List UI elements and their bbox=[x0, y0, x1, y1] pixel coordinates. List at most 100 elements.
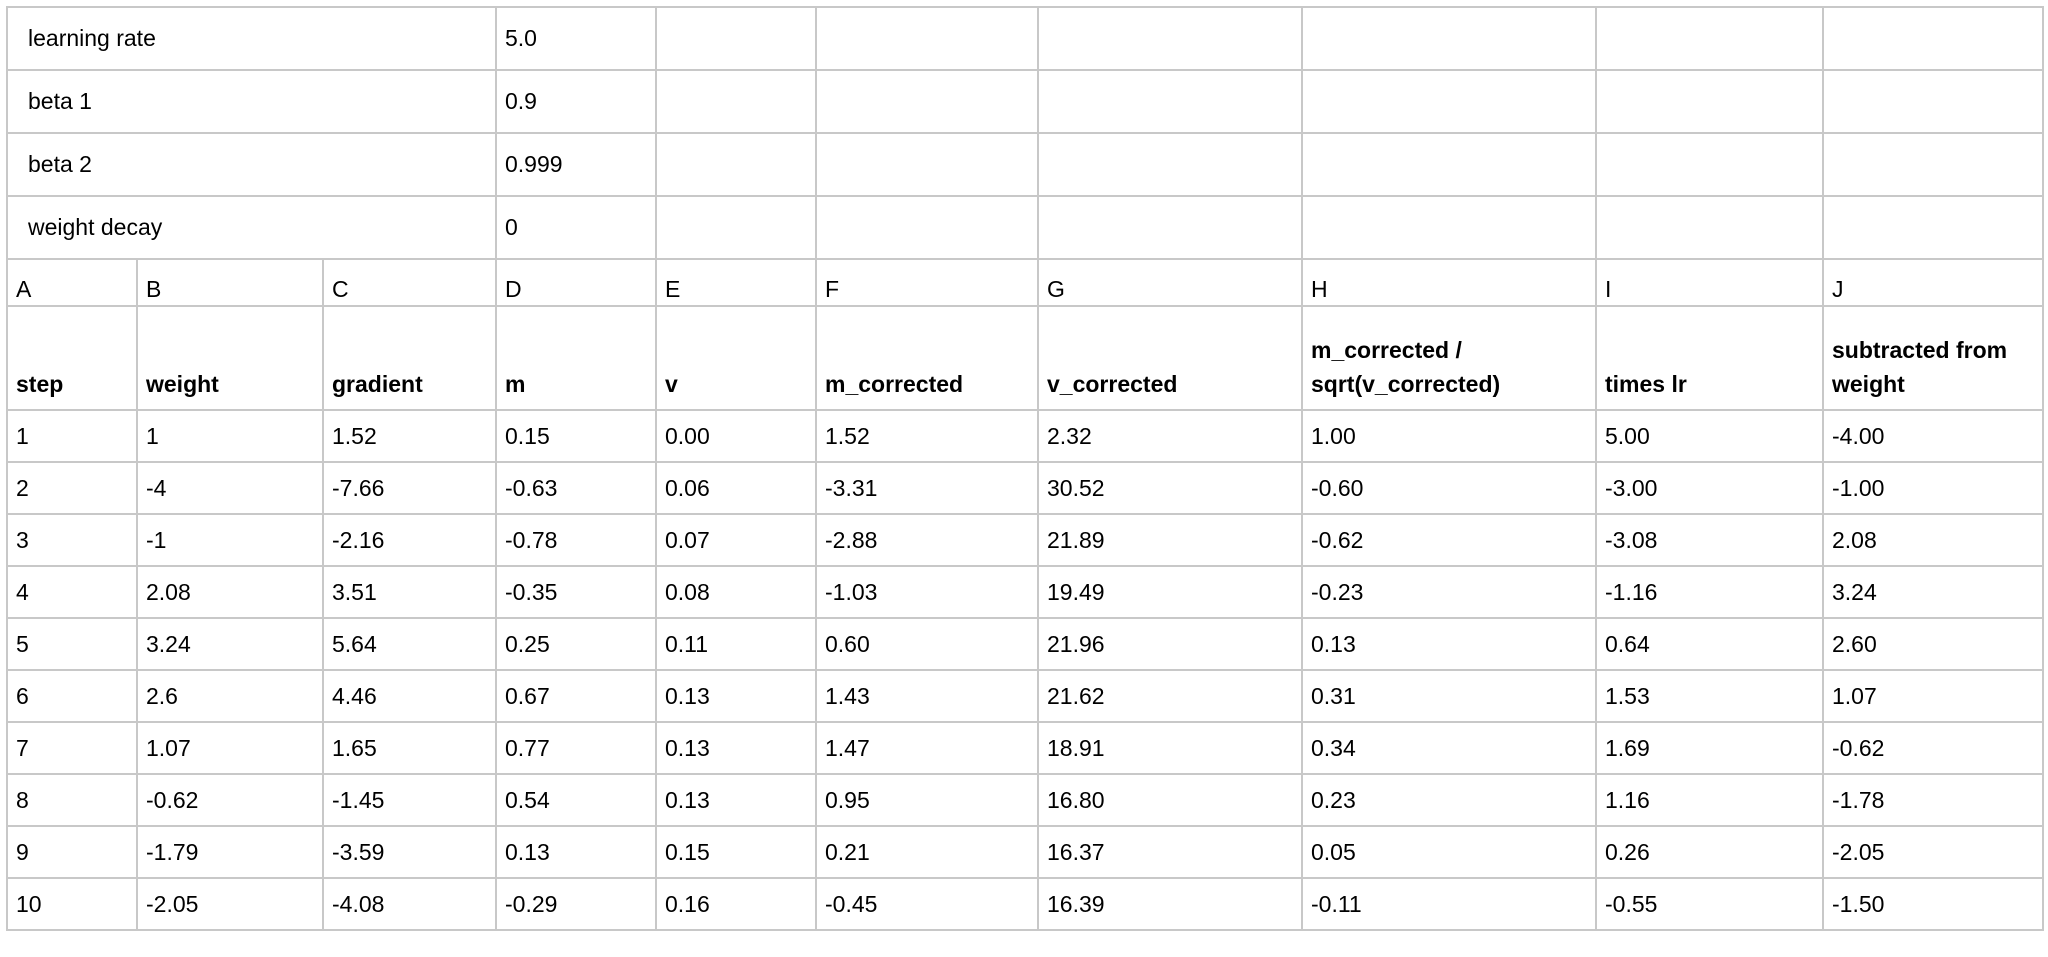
empty-cell[interactable] bbox=[1595, 132, 1824, 197]
param-label[interactable]: beta 2 bbox=[6, 132, 497, 197]
empty-cell[interactable] bbox=[1301, 6, 1597, 71]
param-value[interactable]: 0.999 bbox=[495, 132, 657, 197]
data-cell[interactable]: 0.67 bbox=[495, 669, 657, 723]
data-cell[interactable]: 16.39 bbox=[1037, 877, 1303, 931]
data-cell[interactable]: 0.13 bbox=[655, 721, 817, 775]
column-header[interactable]: v_corrected bbox=[1037, 305, 1303, 411]
column-letter[interactable]: I bbox=[1595, 258, 1824, 307]
empty-cell[interactable] bbox=[815, 195, 1039, 260]
data-cell[interactable]: -0.55 bbox=[1595, 877, 1824, 931]
data-cell[interactable]: 0.05 bbox=[1301, 825, 1597, 879]
data-cell[interactable]: -7.66 bbox=[322, 461, 497, 515]
data-cell[interactable]: 1.07 bbox=[136, 721, 324, 775]
data-cell[interactable]: -0.60 bbox=[1301, 461, 1597, 515]
data-cell[interactable]: 3.51 bbox=[322, 565, 497, 619]
empty-cell[interactable] bbox=[815, 132, 1039, 197]
data-cell[interactable]: -1.00 bbox=[1822, 461, 2044, 515]
data-cell[interactable]: -4.08 bbox=[322, 877, 497, 931]
data-cell[interactable]: -0.29 bbox=[495, 877, 657, 931]
data-cell[interactable]: 4.46 bbox=[322, 669, 497, 723]
data-cell[interactable]: 1.43 bbox=[815, 669, 1039, 723]
column-letter[interactable]: H bbox=[1301, 258, 1597, 307]
data-cell[interactable]: 1.47 bbox=[815, 721, 1039, 775]
data-cell[interactable]: -1 bbox=[136, 513, 324, 567]
empty-cell[interactable] bbox=[1037, 195, 1303, 260]
empty-cell[interactable] bbox=[655, 195, 817, 260]
data-cell[interactable]: -1.16 bbox=[1595, 565, 1824, 619]
data-cell[interactable]: -3.31 bbox=[815, 461, 1039, 515]
data-cell[interactable]: -0.23 bbox=[1301, 565, 1597, 619]
column-header[interactable]: m_corrected bbox=[815, 305, 1039, 411]
empty-cell[interactable] bbox=[1037, 132, 1303, 197]
data-cell[interactable]: 1.65 bbox=[322, 721, 497, 775]
data-cell[interactable]: 4 bbox=[6, 565, 138, 619]
data-cell[interactable]: 9 bbox=[6, 825, 138, 879]
column-header[interactable]: gradient bbox=[322, 305, 497, 411]
empty-cell[interactable] bbox=[655, 6, 817, 71]
data-cell[interactable]: 21.96 bbox=[1037, 617, 1303, 671]
param-value[interactable]: 5.0 bbox=[495, 6, 657, 71]
data-cell[interactable]: 0.13 bbox=[655, 773, 817, 827]
data-cell[interactable]: 1.07 bbox=[1822, 669, 2044, 723]
data-cell[interactable]: -1.03 bbox=[815, 565, 1039, 619]
data-cell[interactable]: 8 bbox=[6, 773, 138, 827]
empty-cell[interactable] bbox=[1595, 6, 1824, 71]
column-letter[interactable]: C bbox=[322, 258, 497, 307]
data-cell[interactable]: -0.63 bbox=[495, 461, 657, 515]
data-cell[interactable]: 2.08 bbox=[136, 565, 324, 619]
data-cell[interactable]: -2.05 bbox=[136, 877, 324, 931]
empty-cell[interactable] bbox=[1822, 6, 2044, 71]
data-cell[interactable]: 3.24 bbox=[1822, 565, 2044, 619]
data-cell[interactable]: 1.52 bbox=[815, 409, 1039, 463]
data-cell[interactable]: -0.62 bbox=[1822, 721, 2044, 775]
data-cell[interactable]: 0.06 bbox=[655, 461, 817, 515]
data-cell[interactable]: 1.16 bbox=[1595, 773, 1824, 827]
column-header[interactable]: m bbox=[495, 305, 657, 411]
empty-cell[interactable] bbox=[1037, 69, 1303, 134]
data-cell[interactable]: 2.08 bbox=[1822, 513, 2044, 567]
empty-cell[interactable] bbox=[1822, 132, 2044, 197]
data-cell[interactable]: 0.54 bbox=[495, 773, 657, 827]
param-value[interactable]: 0.9 bbox=[495, 69, 657, 134]
data-cell[interactable]: -1.79 bbox=[136, 825, 324, 879]
data-cell[interactable]: 19.49 bbox=[1037, 565, 1303, 619]
data-cell[interactable]: 16.37 bbox=[1037, 825, 1303, 879]
data-cell[interactable]: 1 bbox=[6, 409, 138, 463]
data-cell[interactable]: 0.15 bbox=[655, 825, 817, 879]
data-cell[interactable]: 0.15 bbox=[495, 409, 657, 463]
empty-cell[interactable] bbox=[1301, 195, 1597, 260]
data-cell[interactable]: 1.53 bbox=[1595, 669, 1824, 723]
column-letter[interactable]: A bbox=[6, 258, 138, 307]
column-letter[interactable]: B bbox=[136, 258, 324, 307]
data-cell[interactable]: 21.62 bbox=[1037, 669, 1303, 723]
empty-cell[interactable] bbox=[1595, 195, 1824, 260]
data-cell[interactable]: -2.16 bbox=[322, 513, 497, 567]
data-cell[interactable]: 0.26 bbox=[1595, 825, 1824, 879]
column-header[interactable]: subtracted from weight bbox=[1822, 305, 2044, 411]
data-cell[interactable]: -0.45 bbox=[815, 877, 1039, 931]
data-cell[interactable]: 0.60 bbox=[815, 617, 1039, 671]
param-value[interactable]: 0 bbox=[495, 195, 657, 260]
data-cell[interactable]: -2.05 bbox=[1822, 825, 2044, 879]
data-cell[interactable]: -0.62 bbox=[1301, 513, 1597, 567]
data-cell[interactable]: 1.69 bbox=[1595, 721, 1824, 775]
data-cell[interactable]: 0.16 bbox=[655, 877, 817, 931]
param-label[interactable]: beta 1 bbox=[6, 69, 497, 134]
data-cell[interactable]: 6 bbox=[6, 669, 138, 723]
data-cell[interactable]: 1 bbox=[136, 409, 324, 463]
column-header[interactable]: times lr bbox=[1595, 305, 1824, 411]
column-letter[interactable]: F bbox=[815, 258, 1039, 307]
column-letter[interactable]: E bbox=[655, 258, 817, 307]
data-cell[interactable]: 0.13 bbox=[655, 669, 817, 723]
data-cell[interactable]: 1.52 bbox=[322, 409, 497, 463]
data-cell[interactable]: 0.34 bbox=[1301, 721, 1597, 775]
data-cell[interactable]: 2.32 bbox=[1037, 409, 1303, 463]
data-cell[interactable]: 0.77 bbox=[495, 721, 657, 775]
column-letter[interactable]: J bbox=[1822, 258, 2044, 307]
data-cell[interactable]: -2.88 bbox=[815, 513, 1039, 567]
data-cell[interactable]: 3 bbox=[6, 513, 138, 567]
data-cell[interactable]: -3.08 bbox=[1595, 513, 1824, 567]
data-cell[interactable]: -4 bbox=[136, 461, 324, 515]
data-cell[interactable]: 7 bbox=[6, 721, 138, 775]
data-cell[interactable]: -0.78 bbox=[495, 513, 657, 567]
